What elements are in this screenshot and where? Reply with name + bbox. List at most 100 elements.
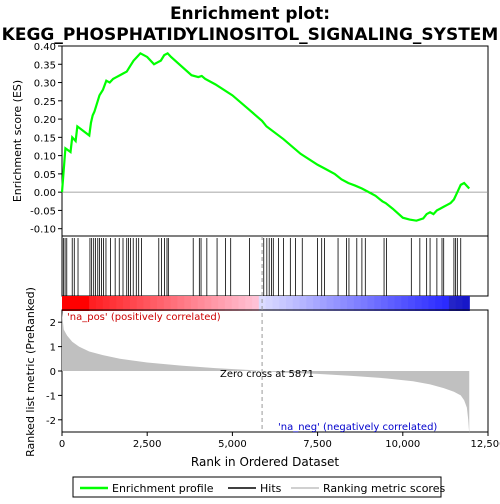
rank-color-segment bbox=[82, 296, 89, 311]
zero-cross-label: Zero cross at 5871 bbox=[220, 369, 314, 380]
metric-xlabel: Rank in Ordered Dataset bbox=[191, 455, 339, 469]
es-ylabel: Enrichment score (ES) bbox=[11, 80, 24, 202]
rank-color-segment bbox=[422, 296, 429, 311]
legend-es-label: Enrichment profile bbox=[112, 482, 214, 495]
rank-color-segment bbox=[130, 296, 137, 311]
rank-color-segment bbox=[354, 296, 361, 311]
rank-color-segment bbox=[232, 296, 239, 311]
metric-ytick-label: -1 bbox=[46, 391, 56, 402]
rank-color-segment bbox=[435, 296, 442, 311]
es-ytick-label: 0.30 bbox=[34, 79, 56, 90]
metric-ytick-label: 0 bbox=[50, 367, 56, 378]
metric-ylabel: Ranked list metric (PreRanked) bbox=[24, 287, 37, 457]
rank-color-segment bbox=[401, 296, 408, 311]
rank-color-segment bbox=[408, 296, 415, 311]
rank-color-segment bbox=[266, 296, 273, 311]
metric-xtick-label: 12,500 bbox=[471, 439, 500, 450]
rank-color-segment bbox=[164, 296, 171, 311]
rank-color-segment bbox=[191, 296, 198, 311]
es-panel-frame bbox=[62, 46, 488, 236]
rank-color-segment bbox=[69, 296, 76, 311]
es-ytick-label: 0.40 bbox=[34, 42, 56, 53]
legend-metric-label: Ranking metric scores bbox=[323, 482, 445, 495]
es-ytick-label: 0.10 bbox=[34, 152, 56, 163]
rank-color-segment bbox=[225, 296, 232, 311]
rank-color-segment bbox=[286, 296, 293, 311]
rank-color-segment bbox=[103, 296, 110, 311]
es-ytick-label: 0.25 bbox=[34, 97, 56, 108]
rank-color-segment bbox=[456, 296, 463, 311]
rank-color-segment bbox=[327, 296, 334, 311]
rank-color-segment bbox=[62, 296, 69, 311]
rank-color-segment bbox=[150, 296, 157, 311]
rank-color-segment bbox=[395, 296, 402, 311]
es-ytick-label: -0.05 bbox=[30, 206, 56, 217]
rank-color-segment bbox=[157, 296, 164, 311]
metric-xtick-label: 0 bbox=[59, 439, 65, 450]
rank-color-segment bbox=[96, 296, 103, 311]
metric-ytick-label: -2 bbox=[46, 416, 56, 427]
rank-color-segment bbox=[184, 296, 191, 311]
rank-color-segment bbox=[313, 296, 320, 311]
metric-xtick-label: 7,500 bbox=[303, 439, 332, 450]
rank-color-segment bbox=[388, 296, 395, 311]
es-ytick-label: 0.15 bbox=[34, 133, 56, 144]
plot-title-line2: KEGG_PHOSPHATIDYLINOSITOL_SIGNALING_SYST… bbox=[2, 25, 499, 45]
enrichment-profile-line bbox=[62, 53, 469, 220]
legend-hits-label: Hits bbox=[260, 482, 282, 495]
rank-color-segment bbox=[279, 296, 286, 311]
plot-title-line1: Enrichment plot: bbox=[170, 4, 330, 24]
es-ytick-label: 0.05 bbox=[34, 170, 56, 181]
rank-color-segment bbox=[110, 296, 117, 311]
rank-color-segment bbox=[293, 296, 300, 311]
es-panel: 0.40 0.35 0.30 0.25 0.20 0.15 0.10 0.05 0.00 -0.0… bbox=[11, 42, 488, 236]
rank-color-segment bbox=[300, 296, 307, 311]
rank-color-segment bbox=[340, 296, 347, 311]
hits-panel bbox=[62, 236, 488, 311]
rank-color-segment bbox=[89, 296, 96, 311]
rank-color-segment bbox=[306, 296, 313, 311]
rank-color-segment bbox=[449, 296, 456, 311]
es-ytick-label: 0.00 bbox=[34, 188, 56, 199]
rank-color-segment bbox=[442, 296, 449, 311]
rank-color-segment bbox=[211, 296, 218, 311]
rank-color-segment bbox=[415, 296, 422, 311]
neg-label: 'na_neg' (negatively correlated) bbox=[278, 422, 437, 433]
rank-color-segment bbox=[367, 296, 374, 311]
hits-panel-frame bbox=[62, 236, 488, 296]
rank-color-segment bbox=[198, 296, 205, 311]
rank-color-segment bbox=[272, 296, 279, 311]
rank-color-segment bbox=[218, 296, 225, 311]
rank-color-segment bbox=[177, 296, 184, 311]
metric-ytick-label: 1 bbox=[50, 343, 56, 354]
rank-color-segment bbox=[205, 296, 212, 311]
metric-xtick-label: 10,000 bbox=[385, 439, 420, 450]
rank-color-segment bbox=[334, 296, 341, 311]
metric-xtick-label: 5,000 bbox=[218, 439, 247, 450]
rank-color-segment bbox=[123, 296, 130, 311]
rank-color-segment bbox=[143, 296, 150, 311]
rank-color-segment bbox=[252, 296, 259, 311]
rank-color-segment bbox=[116, 296, 123, 311]
es-ytick-label: -0.10 bbox=[30, 225, 56, 236]
rank-color-segment bbox=[320, 296, 327, 311]
rank-color-segment bbox=[347, 296, 354, 311]
rank-color-segment bbox=[238, 296, 245, 311]
rank-color-segment bbox=[245, 296, 252, 311]
pos-label: 'na_pos' (positively correlated) bbox=[67, 312, 221, 323]
rank-color-segment bbox=[171, 296, 178, 311]
metric-ytick-label: 2 bbox=[50, 318, 56, 329]
rank-color-segment bbox=[361, 296, 368, 311]
legend: Enrichment profile Hits Ranking metric s… bbox=[73, 477, 445, 497]
rank-color-segment bbox=[137, 296, 144, 311]
es-ytick-label: 0.35 bbox=[34, 60, 56, 71]
rank-color-segment bbox=[429, 296, 436, 311]
rank-color-segment bbox=[381, 296, 388, 311]
es-ytick-label: 0.20 bbox=[34, 115, 56, 126]
rank-color-segment bbox=[462, 296, 469, 311]
rank-color-segment bbox=[76, 296, 83, 311]
rank-color-segment bbox=[374, 296, 381, 311]
metric-xtick-label: 2,500 bbox=[133, 439, 162, 450]
